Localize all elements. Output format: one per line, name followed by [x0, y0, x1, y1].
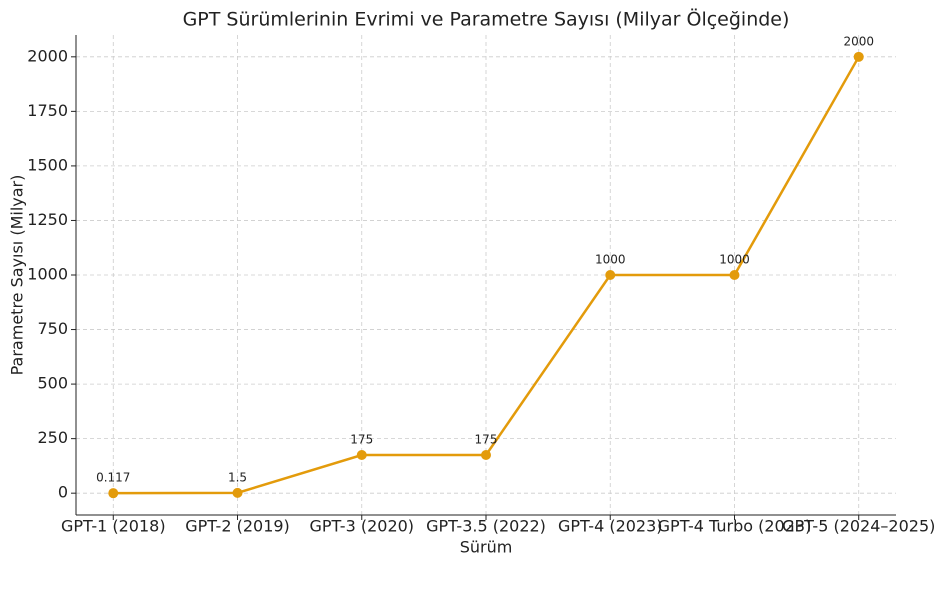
marker	[853, 51, 864, 62]
data-label: 1000	[719, 253, 750, 267]
x-tick-label: GPT-1 (2018)	[61, 517, 166, 536]
y-tick-label: 0	[58, 483, 68, 502]
data-label: 2000	[843, 34, 874, 48]
grid	[76, 35, 896, 515]
y-tick-label: 250	[37, 428, 68, 447]
data-label: 175	[350, 433, 373, 447]
data-label: 1.5	[228, 470, 247, 484]
plot	[108, 51, 864, 499]
y-tick-label: 1500	[27, 155, 68, 174]
y-tick-label: 1750	[27, 101, 68, 120]
marker	[605, 270, 616, 280]
marker	[108, 488, 119, 499]
x-tick-label: GPT-5 (2024–2025)	[782, 517, 935, 536]
marker	[232, 487, 243, 498]
marker	[356, 450, 367, 460]
marker	[481, 450, 491, 460]
y-tick-label: 500	[37, 374, 68, 393]
x-tick-label: GPT-4 Turbo (2023)	[658, 517, 812, 536]
y-tick-label: 750	[37, 319, 68, 338]
x-tick-label: GPT-4 (2023)	[558, 517, 663, 536]
y-axis-label: Parametre Sayısı (Milyar)	[8, 175, 27, 376]
x-tick-label: GPT-2 (2019)	[185, 517, 290, 536]
data-label: 1000	[595, 253, 626, 267]
y-tick-label: 2000	[27, 46, 68, 65]
marker	[729, 270, 740, 280]
y-tick-label: 1250	[27, 210, 68, 229]
x-tick-label: GPT-3 (2020)	[309, 517, 414, 536]
data-label: 0.117	[96, 471, 130, 485]
x-tick-label: GPT-3.5 (2022)	[426, 517, 546, 536]
x-axis-label: Sürüm	[460, 538, 513, 557]
chart-title: GPT Sürümlerinin Evrimi ve Parametre Say…	[183, 8, 790, 31]
y-tick-label: 1000	[27, 265, 68, 284]
data-label: 175	[475, 433, 498, 447]
